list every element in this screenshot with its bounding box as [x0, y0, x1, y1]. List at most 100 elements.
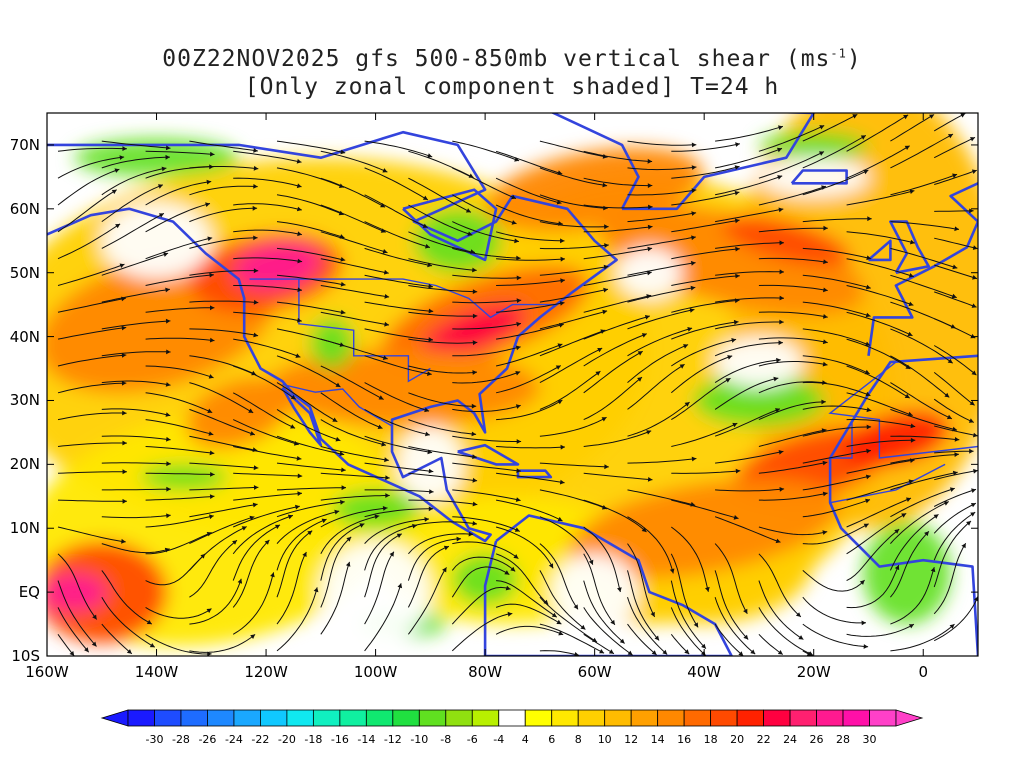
streamline	[583, 580, 625, 644]
streamline	[583, 350, 643, 394]
colorbar-box	[763, 709, 791, 727]
streamline-arrow	[823, 314, 828, 319]
streamline	[233, 505, 300, 528]
streamline	[189, 140, 258, 152]
streamline-arrow	[341, 467, 346, 473]
streamline	[145, 150, 215, 155]
colorbar-tick-label: 4	[521, 733, 529, 746]
streamline	[933, 488, 977, 507]
streamline-arrow	[428, 337, 433, 342]
colorbar-tick-label: 24	[783, 733, 798, 746]
streamline	[802, 499, 871, 518]
streamline	[233, 285, 303, 291]
streamline	[889, 513, 939, 571]
streamline-arrow	[894, 529, 900, 534]
streamline-arrow	[511, 220, 517, 225]
streamline	[320, 258, 389, 274]
weak-shear-region	[550, 553, 639, 631]
streamline	[715, 271, 785, 276]
streamline	[890, 355, 950, 398]
streamline	[233, 229, 302, 236]
streamline-arrow	[597, 348, 603, 353]
streamline-arrow	[904, 145, 910, 150]
streamline-arrow	[340, 281, 346, 287]
streamline-arrow	[750, 649, 756, 655]
streamline	[539, 167, 608, 187]
streamline	[802, 570, 865, 592]
streamline-arrow	[122, 146, 127, 151]
streamline	[452, 274, 522, 279]
streamline	[189, 486, 259, 491]
streamline-arrow	[556, 619, 562, 625]
streamline	[627, 262, 696, 276]
streamline-arrow	[122, 410, 127, 416]
streamline	[276, 587, 318, 652]
weak-shear-region	[320, 541, 431, 644]
streamline	[101, 252, 169, 276]
streamline	[320, 338, 388, 360]
streamline	[846, 497, 912, 528]
streamline	[627, 516, 674, 574]
colorbar-tick-label: -30	[145, 733, 164, 746]
streamline	[364, 274, 433, 288]
colorbar-tick-label: -24	[224, 733, 243, 746]
streamline-arrow	[735, 468, 741, 474]
streamline-arrow	[691, 188, 697, 193]
streamline-arrow	[732, 422, 738, 428]
streamline-arrow	[513, 554, 519, 559]
streamline	[408, 533, 474, 555]
streamline-arrow	[608, 649, 614, 654]
streamline-arrow	[543, 599, 549, 605]
streamline	[364, 167, 429, 201]
streamline	[101, 570, 153, 625]
streamline	[495, 603, 562, 625]
streamline-arrow	[641, 527, 647, 532]
streamline-arrow	[293, 441, 299, 446]
streamline	[276, 435, 345, 456]
colorbar-tick-label: 8	[574, 733, 582, 746]
colorbar-tick-label: 12	[624, 733, 639, 746]
streamline-arrow	[424, 407, 430, 413]
streamline	[670, 355, 733, 394]
streamline	[57, 526, 126, 543]
streamline	[189, 503, 258, 518]
streamline	[232, 572, 275, 635]
streamline	[539, 623, 605, 654]
streamline-arrow	[647, 158, 653, 164]
streamline-arrow	[208, 431, 214, 436]
streamline	[57, 442, 127, 447]
easterly-shear-region	[309, 317, 354, 369]
streamline	[364, 382, 430, 412]
streamline	[802, 623, 869, 648]
streamline-arrow	[270, 572, 275, 578]
streamline-arrow	[165, 318, 171, 324]
coastline-path	[867, 239, 892, 262]
streamline	[802, 426, 872, 437]
streamline	[802, 301, 871, 317]
streamline	[452, 489, 521, 501]
streamline	[671, 165, 740, 179]
streamline-arrow	[161, 166, 167, 172]
streamline-arrow	[345, 561, 351, 567]
colorbar-tick-label: 30	[862, 733, 877, 746]
colorbar-tick-label: -26	[198, 733, 217, 746]
streamline	[57, 553, 98, 620]
streamline	[846, 439, 916, 447]
streamline	[583, 315, 650, 340]
streamline	[715, 450, 784, 464]
streamline	[934, 425, 978, 437]
streamline-arrow	[121, 538, 126, 544]
streamline-arrow	[249, 431, 255, 436]
streamline	[539, 347, 603, 384]
streamline-arrow	[603, 264, 609, 270]
streamline-arrow	[472, 521, 477, 526]
streamline	[233, 492, 303, 501]
streamline	[276, 518, 327, 571]
streamline-arrow	[253, 268, 259, 274]
streamline	[407, 567, 447, 635]
colorbar-box	[789, 709, 817, 727]
streamline	[276, 247, 346, 261]
streamline	[57, 147, 127, 152]
streamline	[189, 462, 259, 469]
streamline	[627, 166, 697, 171]
